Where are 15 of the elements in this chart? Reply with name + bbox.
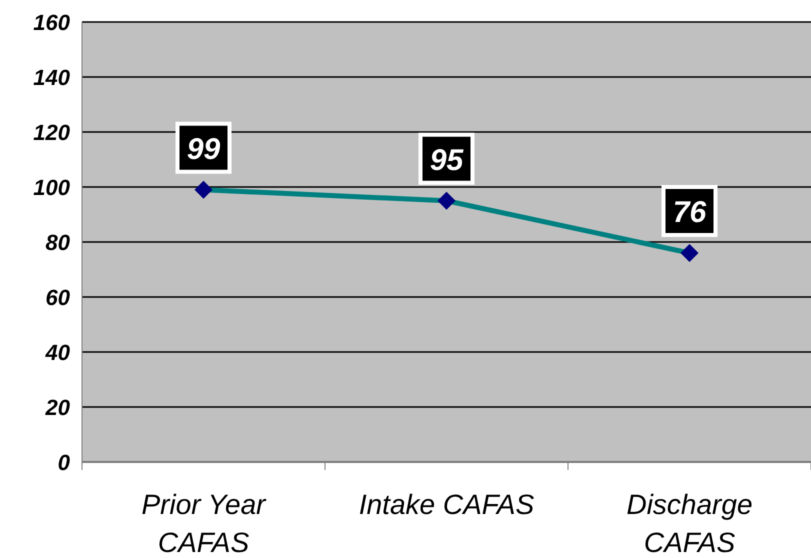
y-tick-label: 140 xyxy=(33,65,71,90)
data-label: 99 xyxy=(186,132,220,166)
x-tick-label: Intake CAFAS xyxy=(358,489,534,520)
data-label: 76 xyxy=(672,196,706,229)
y-tick-label: 60 xyxy=(46,285,71,310)
x-tick-label: Prior Year CAFAS xyxy=(142,489,268,558)
y-tick-label: 100 xyxy=(33,175,71,200)
y-tick-label: 40 xyxy=(44,340,71,365)
y-tick-label: 160 xyxy=(33,10,71,35)
y-tick-label: 120 xyxy=(33,120,71,145)
y-tick-label: 20 xyxy=(44,395,71,420)
y-tick-label: 80 xyxy=(46,230,71,255)
data-label: 95 xyxy=(430,144,464,177)
y-tick-label: 0 xyxy=(58,450,71,475)
x-tick-label: Discharge CAFAS xyxy=(626,489,753,558)
